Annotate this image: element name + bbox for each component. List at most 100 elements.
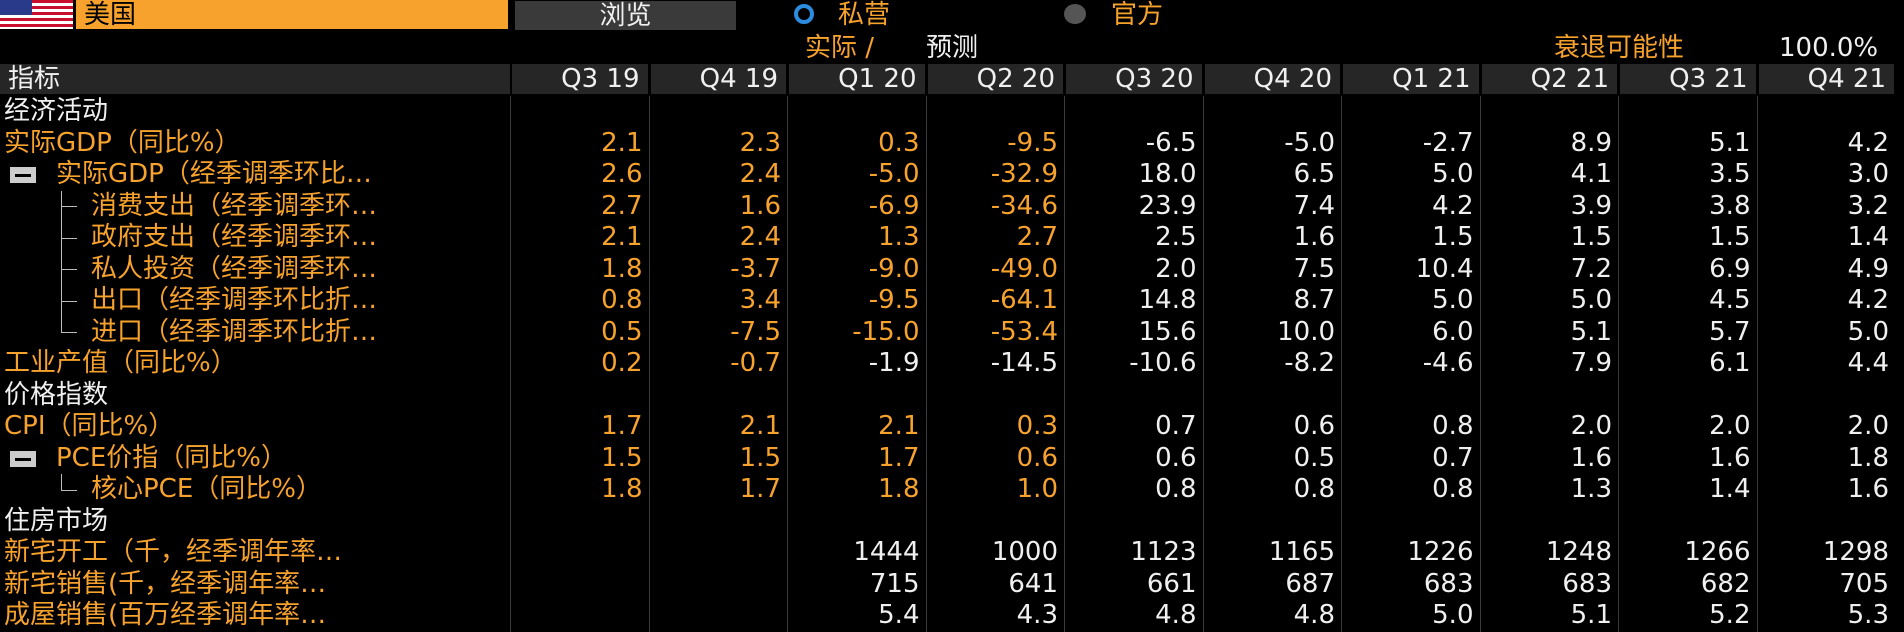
value-cell: -32.9 (990, 159, 1058, 189)
value-cell: 2.1 (601, 127, 643, 158)
value-cell: 3.5 (1709, 159, 1751, 189)
value-cell: -3.7 (730, 253, 781, 284)
value-cell: -6.5 (1145, 127, 1197, 158)
value-cell: 1298 (1822, 537, 1889, 567)
value-cell: 1.7 (878, 442, 920, 473)
value-cell: 0.8 (1293, 474, 1335, 504)
value-cell: 3.9 (1570, 190, 1612, 221)
section-title: 住房市场 (4, 505, 109, 536)
value-cell: 1.7 (739, 474, 781, 504)
header-cell: Q3 20 (1066, 64, 1202, 94)
column-separator (648, 96, 650, 632)
value-cell: 5.1 (1709, 127, 1751, 158)
value-cell: 3.4 (739, 285, 781, 315)
value-cell: -53.4 (990, 316, 1058, 347)
value-cell: 2.1 (739, 411, 781, 441)
column-separator (787, 96, 788, 632)
value-cell: 10.4 (1415, 253, 1474, 284)
section-title: 价格指数 (4, 379, 109, 410)
header-cell: 指标 (0, 64, 510, 94)
row-label: 核心PCE（同比%） (91, 474, 322, 504)
value-cell: 0.2 (601, 348, 643, 378)
value-cell: -15.0 (852, 316, 920, 347)
header-cell: Q4 20 (1204, 64, 1340, 94)
value-cell: 1.4 (1709, 474, 1751, 504)
value-cell: 4.8 (1155, 600, 1197, 630)
header-cell: Q2 21 (1481, 64, 1617, 94)
tree-line (61, 300, 77, 302)
value-cell: 6.0 (1432, 316, 1474, 347)
radio-label[interactable]: 私营 (838, 0, 891, 30)
value-cell: -6.9 (868, 190, 920, 221)
value-cell: 1.6 (1847, 474, 1889, 504)
value-cell: 0.8 (1155, 474, 1197, 504)
row-label: 成屋销售(百万经季调年率… (4, 600, 327, 630)
value-cell: -34.6 (990, 190, 1058, 221)
value-cell: 1.7 (601, 411, 643, 441)
value-cell: 5.7 (1709, 316, 1751, 347)
row-label: 消费支出（经季调季环… (91, 190, 378, 221)
row-label: 进口（经季调季环比折… (91, 316, 378, 347)
value-cell: -5.0 (1284, 127, 1335, 158)
radio-selected[interactable] (794, 4, 814, 24)
value-cell: 4.5 (1709, 285, 1751, 315)
value-cell: 5.0 (1432, 159, 1474, 189)
row-label: PCE价指（同比%） (56, 442, 287, 473)
header-cell: Q1 21 (1343, 64, 1479, 94)
value-cell: 3.2 (1847, 190, 1889, 221)
value-cell: 661 (1146, 568, 1197, 599)
country-input[interactable]: 美国 (76, 0, 508, 30)
value-cell: 1.5 (739, 442, 781, 473)
value-cell: 6.5 (1293, 159, 1335, 189)
actual-label: 实际 / (805, 33, 875, 63)
value-cell: 7.9 (1570, 348, 1612, 378)
value-cell: 7.5 (1293, 253, 1335, 284)
value-cell: 6.9 (1709, 253, 1751, 284)
value-cell: 705 (1839, 568, 1889, 599)
value-cell: 0.6 (1155, 442, 1197, 473)
value-cell: 2.4 (739, 159, 781, 189)
value-cell: 5.4 (878, 600, 920, 630)
value-cell: 1.8 (601, 474, 643, 504)
value-cell: 0.7 (1155, 411, 1197, 441)
value-cell: -9.5 (1007, 127, 1058, 158)
value-cell: 1.5 (1709, 222, 1751, 252)
header-cell: Q3 21 (1620, 64, 1756, 94)
value-cell: 2.7 (601, 190, 643, 221)
radio-unselected[interactable] (1064, 4, 1086, 24)
value-cell: 14.8 (1138, 285, 1197, 315)
value-cell: 0.3 (1016, 411, 1058, 441)
column-separator (925, 96, 927, 632)
value-cell: 7.2 (1570, 253, 1612, 284)
column-separator (1064, 96, 1065, 632)
row-label: CPI（同比%） (4, 411, 175, 441)
value-cell: 0.5 (1293, 442, 1335, 473)
value-cell: -5.0 (868, 159, 920, 189)
value-cell: 1.8 (601, 253, 643, 284)
value-cell: 2.5 (1155, 222, 1197, 252)
value-cell: -8.2 (1284, 348, 1335, 378)
value-cell: 8.7 (1293, 285, 1335, 315)
value-cell: 5.0 (1432, 285, 1474, 315)
value-cell: -49.0 (990, 253, 1058, 284)
value-cell: 2.1 (878, 411, 920, 441)
value-cell: 4.9 (1847, 253, 1889, 284)
value-cell: 1.6 (739, 190, 781, 221)
row-label: 工业产值（同比%） (4, 348, 237, 378)
value-cell: 2.7 (1016, 222, 1058, 252)
browse-button[interactable]: 浏览 (515, 1, 736, 31)
value-cell: 1266 (1684, 537, 1751, 567)
section-title: 经济活动 (4, 96, 109, 126)
value-cell: 1.8 (1847, 442, 1889, 473)
column-separator (1756, 96, 1758, 632)
radio-label[interactable]: 官方 (1111, 0, 1164, 30)
value-cell: 23.9 (1138, 190, 1197, 221)
value-cell: 1.3 (1570, 474, 1612, 504)
value-cell: 7.4 (1293, 190, 1335, 221)
header-cell: Q2 20 (927, 64, 1063, 94)
value-cell: 1.5 (601, 442, 643, 473)
value-cell: 2.0 (1155, 253, 1197, 284)
value-cell: 1.6 (1709, 442, 1751, 473)
value-cell: 687 (1285, 568, 1335, 599)
value-cell: 0.5 (601, 316, 643, 347)
